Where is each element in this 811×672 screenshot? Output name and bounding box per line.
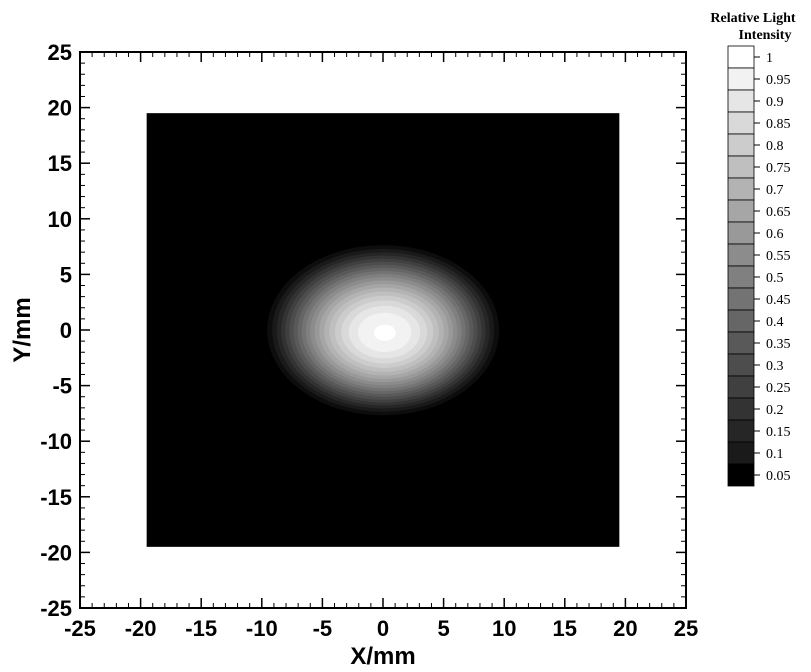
y-tick-label: -25 xyxy=(40,596,72,621)
colorbar-swatch xyxy=(727,463,755,487)
colorbar-swatch xyxy=(727,111,755,135)
x-tick-label: -10 xyxy=(246,616,278,641)
colorbar-label: 0.5 xyxy=(766,271,784,286)
x-tick-label: -20 xyxy=(125,616,157,641)
x-tick-label: 20 xyxy=(613,616,637,641)
colorbar-label: 0.45 xyxy=(766,293,791,308)
colorbar-swatch xyxy=(727,67,755,91)
x-tick-label: 5 xyxy=(437,616,449,641)
colorbar-label: 0.9 xyxy=(766,95,784,110)
colorbar-label: 0.6 xyxy=(766,227,784,242)
colorbar-label: 0.15 xyxy=(766,425,791,440)
y-tick-label: 25 xyxy=(48,40,72,65)
x-tick-label: -15 xyxy=(185,616,217,641)
colorbar-title-line-2: Intensity xyxy=(739,28,792,43)
colorbar-swatch xyxy=(727,419,755,443)
colorbar-swatch xyxy=(727,397,755,421)
spot-contour-band xyxy=(373,324,396,341)
colorbar-swatch xyxy=(727,155,755,179)
colorbar-swatch xyxy=(727,331,755,355)
colorbar-swatch xyxy=(727,221,755,245)
light-spot xyxy=(267,245,500,416)
y-tick-label: 10 xyxy=(48,207,72,232)
y-tick-label: 20 xyxy=(48,96,72,121)
colorbar-label: 0.7 xyxy=(766,183,784,198)
colorbar-swatch xyxy=(727,45,755,69)
colorbar-label: 0.3 xyxy=(766,359,784,374)
colorbar-label: 0.8 xyxy=(766,139,784,154)
colorbar-swatch xyxy=(727,375,755,399)
colorbar-swatch xyxy=(727,243,755,267)
colorbar-label: 0.4 xyxy=(766,315,784,330)
plot-area: -25 -20 -15 -10 -5 0 5 10 15 20 25 -25 -20 -15 -10 -5 0 5… xyxy=(40,40,698,641)
x-tick-label: -25 xyxy=(64,616,96,641)
colorbar-swatches xyxy=(727,45,760,487)
y-tick-label: -20 xyxy=(40,540,72,565)
x-tick-label: 25 xyxy=(674,616,698,641)
colorbar-swatch xyxy=(727,177,755,201)
axis-ticks xyxy=(79,51,687,609)
y-tick-label: 0 xyxy=(60,318,72,343)
colorbar-swatch xyxy=(727,199,755,223)
y-tick-label: -5 xyxy=(52,374,72,399)
colorbar-label: 0.85 xyxy=(766,117,791,132)
colorbar-swatch xyxy=(727,441,755,465)
colorbar-label: 0.25 xyxy=(766,381,791,396)
colorbar-label: 0.05 xyxy=(766,469,791,484)
x-tick-label: 0 xyxy=(377,616,389,641)
colorbar-labels: 1 0.95 0.9 0.85 0.8 0.75 0.7 0.65 0.6 0.55 0.5 0.45… xyxy=(766,51,791,484)
colorbar-label: 0.95 xyxy=(766,73,791,88)
colorbar-swatch xyxy=(727,287,755,311)
x-axis-title: X/mm xyxy=(350,643,415,670)
colorbar-label: 0.75 xyxy=(766,161,791,176)
colorbar-swatch xyxy=(727,265,755,289)
colorbar-label: 0.65 xyxy=(766,205,791,220)
y-axis-title: Y/mm xyxy=(9,297,36,362)
x-tick-label: 10 xyxy=(492,616,516,641)
y-tick-label: 5 xyxy=(60,262,72,287)
colorbar-swatch xyxy=(727,309,755,333)
x-tick-label: 15 xyxy=(553,616,577,641)
colorbar-label: 0.55 xyxy=(766,249,791,264)
y-tick-label: 15 xyxy=(48,151,72,176)
colorbar-label: 0.2 xyxy=(766,403,784,418)
colorbar-label: 1 xyxy=(766,51,773,66)
colorbar-swatch xyxy=(727,353,755,377)
colorbar-swatch xyxy=(727,133,755,157)
y-tick-label: -15 xyxy=(40,485,72,510)
colorbar-label: 0.35 xyxy=(766,337,791,352)
y-tick-label: -10 xyxy=(40,429,72,454)
x-tick-label: -5 xyxy=(313,616,333,641)
axis-tick-labels: -25 -20 -15 -10 -5 0 5 10 15 20 25 -25 -20 -15 -10 -5 0 5… xyxy=(40,40,698,641)
colorbar-title-line-1: Relative Light xyxy=(710,11,795,26)
colorbar-label: 0.1 xyxy=(766,447,784,462)
colorbar-swatch xyxy=(727,89,755,113)
colorbar-legend: Relative Light Intensity 1 0.95 0.9 0.85 0.8… xyxy=(710,11,796,487)
